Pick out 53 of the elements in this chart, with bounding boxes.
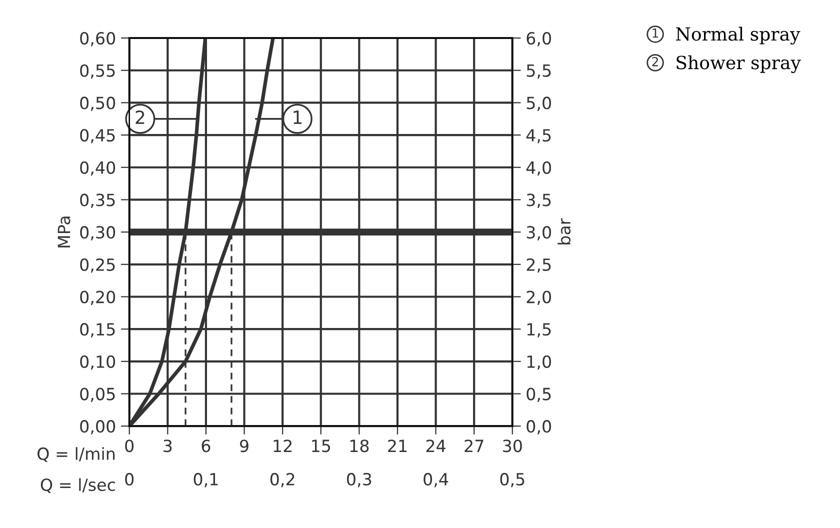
- x-tick-label: 24: [426, 440, 446, 452]
- y-tick-label: 0,15: [80, 323, 115, 338]
- y2-tick-label: 4,0: [526, 161, 551, 176]
- x-tick-label: 30: [503, 440, 522, 452]
- x2-tick-label: 0,3: [347, 472, 372, 488]
- y2-tick-label: 2,0: [526, 290, 551, 306]
- y2-tick-label: 2,5: [526, 258, 551, 273]
- y2-tick-label: 3,0: [526, 226, 551, 240]
- legend-label: Normal spray: [676, 26, 800, 45]
- x2-tick-label: 0,5: [500, 472, 524, 488]
- x2-tick-label: 0: [125, 472, 134, 486]
- x-tick-label: 27: [464, 440, 484, 452]
- y-tick-label: 0,30: [80, 226, 116, 240]
- y2-tick-label: 0,5: [526, 388, 551, 402]
- y2-tick-label: 1,5: [527, 323, 551, 338]
- x-tick-label: 6: [202, 440, 210, 452]
- y-tick-label: 0,50: [80, 96, 116, 111]
- y2-tick-label: 3,5: [526, 194, 551, 208]
- y-tick-label: 0,10: [80, 355, 116, 370]
- y2-tick-label: 0,0: [526, 420, 551, 434]
- x-tick-label: 9: [240, 440, 248, 452]
- y2-tick-label: 6,0: [526, 32, 551, 46]
- x-axis-title: Q = l/min: [38, 447, 115, 462]
- y-tick-label: 0,40: [80, 161, 116, 176]
- y2-axis-title: bar: [558, 218, 571, 244]
- x-tick-label: 15: [312, 440, 330, 452]
- annotation: 1: [294, 110, 302, 124]
- y-tick-label: 0,45: [80, 129, 115, 144]
- annotation: 2: [136, 110, 144, 124]
- y-axis-title: MPa: [58, 216, 70, 248]
- x-tick-label: 18: [350, 440, 369, 452]
- y-tick-label: 0,25: [80, 258, 115, 273]
- x-tick-label: 12: [274, 440, 292, 452]
- y-tick-label: 0,20: [80, 290, 116, 306]
- y-tick-label: 0,35: [80, 194, 115, 208]
- x2-tick-label: 0,1: [194, 472, 218, 488]
- y2-tick-label: 5,0: [526, 96, 551, 111]
- y-tick-label: 0,60: [80, 32, 116, 46]
- x2-axis-title: Q = l/sec: [40, 478, 115, 493]
- text: 1: [652, 28, 658, 38]
- x2-tick-label: 0,2: [270, 472, 294, 488]
- x-tick-label: 0: [125, 440, 134, 452]
- y2-tick-label: 4,5: [526, 129, 551, 144]
- y-tick-label: 0,55: [80, 64, 115, 79]
- y-tick-label: 0,05: [80, 388, 115, 402]
- x-tick-label: 21: [388, 440, 407, 452]
- text: 2: [652, 56, 658, 66]
- y2-tick-label: 5,5: [526, 64, 551, 79]
- y-tick-label: 0,00: [80, 420, 116, 434]
- x2-tick-label: 0,4: [424, 472, 448, 488]
- x-tick-label: 3: [164, 440, 172, 452]
- legend-label: Shower spray: [676, 55, 801, 74]
- y2-tick-label: 1,0: [527, 355, 551, 370]
